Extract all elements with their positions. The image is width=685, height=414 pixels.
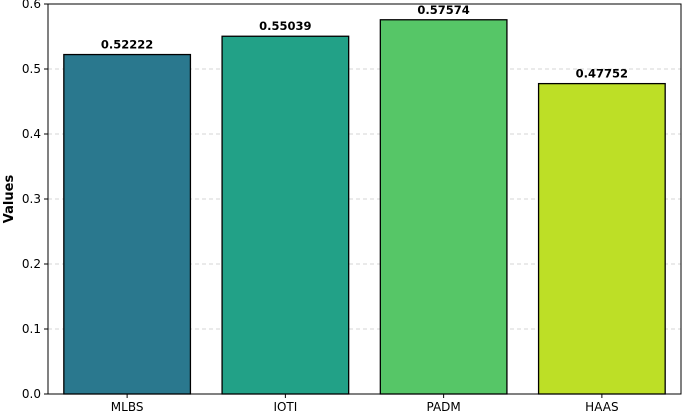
y-tick-label: 0.0 [22,387,41,401]
x-tick-label-padm: PADM [426,400,460,414]
bar-padm [379,19,508,395]
y-tick-label: 0.3 [22,192,41,206]
x-tick-label-haas: HAAS [585,400,618,414]
bar-ioti [221,35,350,395]
bars [63,19,666,395]
y-axis-ticks: 0.0 0.1 0.2 0.3 0.4 0.5 0.6 [22,0,48,401]
data-label-ioti: 0.55039 [259,19,311,33]
data-labels: 0.52222 0.55039 0.57574 0.47752 [101,3,628,81]
x-tick-label-ioti: IOTI [273,400,297,414]
y-tick-label: 0.5 [22,62,41,76]
data-label-mlbs: 0.52222 [101,38,153,52]
y-tick-label: 0.4 [22,127,41,141]
data-label-haas: 0.47752 [576,67,628,81]
y-axis-title: Values [2,175,17,224]
x-axis-ticks: MLBS IOTI PADM HAAS [111,394,619,414]
bar-mlbs [63,53,192,395]
y-tick-label: 0.6 [22,0,41,11]
data-label-padm: 0.57574 [417,3,469,17]
x-tick-label-mlbs: MLBS [111,400,144,414]
bar-haas [537,82,666,395]
y-tick-label: 0.1 [22,322,41,336]
y-tick-label: 0.2 [22,257,41,271]
